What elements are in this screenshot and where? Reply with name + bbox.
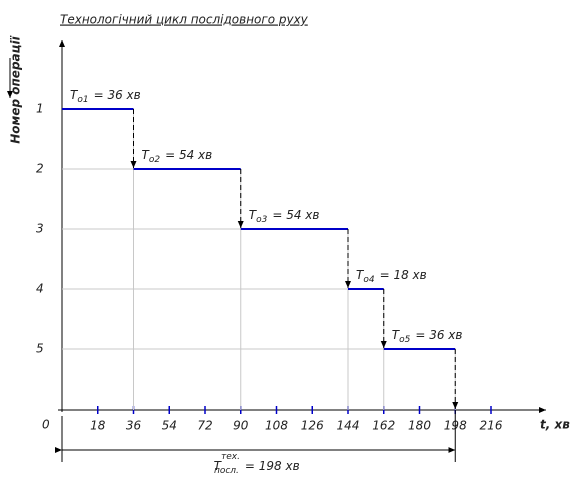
label-subscript: о2: [149, 155, 161, 165]
value-label: = 36 хв: [415, 328, 462, 342]
value-label: = 36 хв: [94, 88, 141, 102]
x-tick-label: 108: [265, 419, 288, 433]
label-symbol: T: [249, 208, 258, 222]
x-tick-label: 126: [301, 419, 324, 433]
x-tick-label: 36: [126, 419, 142, 433]
y-tick-label: 5: [36, 342, 44, 356]
operation-label: Tо4 = 18 хв: [356, 268, 427, 285]
label-subscript: о3: [256, 215, 268, 225]
x-tick-label: 18: [90, 419, 106, 433]
y-tick-label: 1: [36, 102, 44, 116]
label-subscript: о4: [363, 275, 375, 285]
x-axis-label: t, хв: [540, 418, 570, 432]
operation-label: Tо1 = 36 хв: [70, 88, 141, 105]
total-subscript: посл.: [214, 466, 239, 476]
x-tick-label: 162: [372, 419, 395, 433]
value-label: = 18 хв: [380, 268, 427, 282]
value-label: = 54 хв: [272, 208, 319, 222]
operation-label: Tо5 = 36 хв: [392, 328, 463, 345]
x-tick-label: 54: [162, 419, 177, 433]
chart-title: Технологічний цикл послідовного руху: [60, 13, 309, 27]
label-symbol: T: [392, 328, 401, 342]
total-symbol: T: [214, 459, 223, 473]
x-tick-label: 90: [233, 419, 249, 433]
x-tick-label: 180: [408, 419, 431, 433]
label-subscript: о1: [77, 95, 88, 105]
operation-label: Tо3 = 54 хв: [249, 208, 320, 225]
value-label: = 54 хв: [165, 148, 212, 162]
label-subscript: о5: [399, 335, 411, 345]
y-tick-label: 2: [36, 162, 44, 176]
x-tick-label: 144: [337, 419, 360, 433]
origin-label: 0: [42, 418, 50, 432]
label-symbol: T: [356, 268, 365, 282]
y-axis-label: Номер операції: [9, 35, 23, 143]
total-value-label: = 198 хв: [245, 459, 300, 473]
y-tick-label: 3: [36, 222, 44, 236]
y-tick-label: 4: [36, 282, 44, 296]
operation-label: Tо2 = 54 хв: [142, 148, 213, 165]
x-tick-label: 216: [480, 419, 503, 433]
label-symbol: T: [142, 148, 151, 162]
label-symbol: T: [70, 88, 79, 102]
x-tick-label: 72: [197, 419, 212, 433]
total-label: Tтех. посл. = 198 хв: [214, 452, 300, 476]
total-superscript: тех.: [221, 452, 240, 462]
